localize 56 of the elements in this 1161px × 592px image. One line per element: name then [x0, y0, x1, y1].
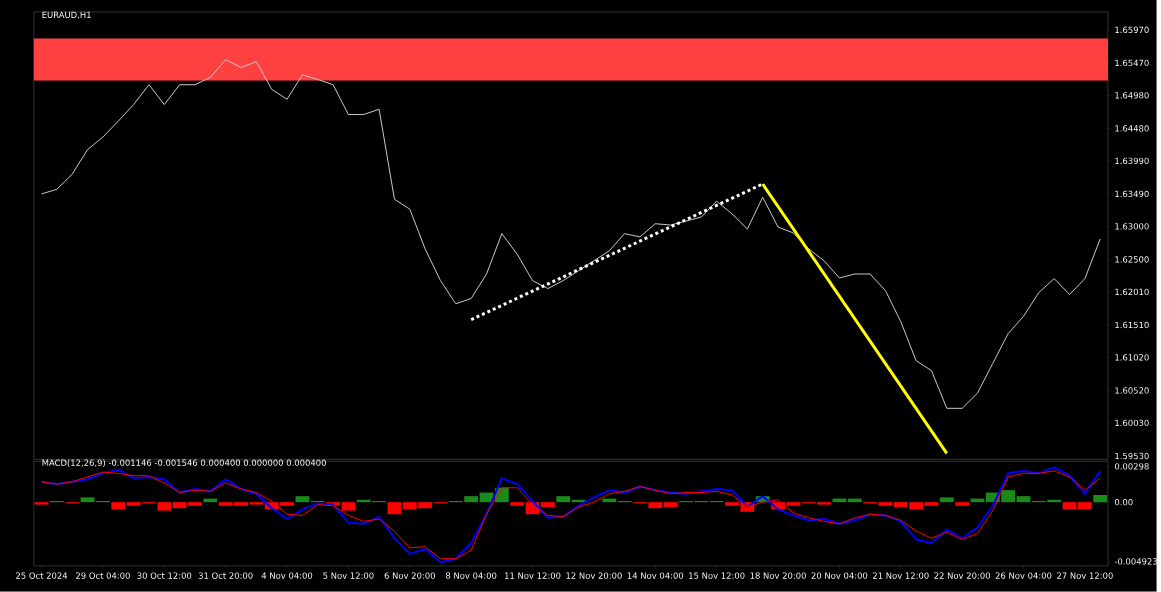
y-tick-label: 1.65470	[1115, 59, 1149, 67]
bar	[1077, 502, 1092, 510]
bar	[1093, 495, 1108, 503]
bar	[878, 502, 893, 506]
y-tick-label: 0.00298	[1114, 463, 1149, 470]
bar	[939, 497, 954, 503]
y-tick-label: 1.61020	[1115, 354, 1149, 361]
y-tick-label: 1.64980	[1115, 92, 1149, 99]
line-series	[41, 59, 1101, 409]
bar	[556, 496, 571, 503]
y-tick-label: 1.65970	[1115, 26, 1149, 34]
bar	[34, 502, 49, 505]
x-tick-label: 12 Nov 20:00	[566, 572, 622, 579]
x-tick-label: 20 Nov 04:00	[811, 572, 868, 579]
bar	[924, 502, 939, 506]
bar	[510, 502, 525, 506]
x-tick-label: 5 Nov 12:00	[323, 572, 374, 579]
x-tick-label: 18 Nov 20:00	[750, 572, 806, 579]
x-tick-label: 4 Nov 04:00	[261, 572, 313, 579]
x-tick-label: 6 Nov 20:00	[384, 572, 435, 579]
x-tick-label: 31 Oct 20:00	[198, 572, 253, 579]
x-tick-label: 25 Oct 2024	[16, 572, 68, 579]
x-tick-label: 15 Nov 12:00	[689, 572, 745, 579]
x-tick-label: 21 Nov 12:00	[872, 572, 929, 579]
bar	[663, 502, 678, 508]
y-tick-label: 1.62500	[1115, 256, 1149, 263]
bar	[1016, 496, 1031, 503]
bar	[540, 502, 555, 508]
x-tick-label: 22 Nov 20:00	[934, 572, 991, 579]
x-tick-label: 26 Nov 04:00	[995, 572, 1052, 579]
y-tick-label: 1.64480	[1115, 125, 1149, 132]
bar	[80, 497, 95, 503]
y-tick-label: -0.004923	[1114, 558, 1158, 565]
bar	[955, 502, 970, 506]
y-tick-label: 1.59530	[1115, 452, 1149, 460]
y-tick-label: 1.60030	[1115, 419, 1149, 427]
y-tick-label: 1.63000	[1115, 223, 1149, 230]
y-tick-label: 1.63990	[1115, 157, 1149, 165]
bar	[111, 502, 126, 510]
y-tick-label: 1.60520	[1115, 387, 1149, 394]
bar	[387, 502, 402, 515]
x-tick-label: 14 Nov 04:00	[627, 572, 684, 579]
x-tick-label: 27 Nov 12:00	[1057, 572, 1113, 579]
y-tick-label: 1.62010	[1115, 288, 1149, 296]
x-tick-label: 8 Nov 04:00	[445, 572, 497, 579]
bar	[341, 502, 356, 511]
chart-title: EURAUD,H1	[42, 11, 91, 19]
chart-title: MACD(12,26,9) -0.001146 -0.001546 0.000400 0.000000 0.000400	[42, 459, 326, 467]
x-tick-label: 11 Nov 12:00	[505, 572, 561, 579]
x-tick-label: 30 Oct 12:00	[137, 572, 192, 579]
bar	[1062, 502, 1077, 510]
y-tick-label: 1.61510	[1115, 321, 1149, 329]
y-tick-label: 1.63490	[1115, 190, 1149, 198]
bar	[295, 496, 310, 503]
x-tick-label: 29 Oct 04:00	[76, 572, 130, 579]
y-tick-label: 0.00	[1114, 499, 1133, 506]
